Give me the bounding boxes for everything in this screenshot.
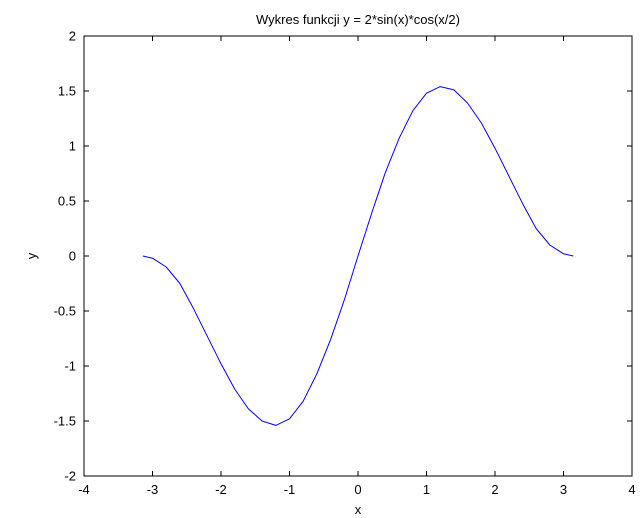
x-axis-title: x: [355, 502, 362, 517]
y-tick-label: 0.5: [58, 194, 76, 209]
x-tick-label: -2: [215, 482, 227, 497]
y-tick-label: 1.5: [58, 84, 76, 99]
x-tick-label: 4: [628, 482, 635, 497]
y-tick-label: -1: [64, 359, 76, 374]
x-tick-label: -4: [78, 482, 90, 497]
x-tick-label: 1: [423, 482, 430, 497]
y-tick-label: -0.5: [54, 304, 76, 319]
x-tick-label: 2: [491, 482, 498, 497]
x-tick-label: -1: [284, 482, 296, 497]
y-tick-label: 1: [69, 139, 76, 154]
y-axis-title: y: [24, 252, 39, 259]
x-tick-label: 0: [354, 482, 361, 497]
series-layer: [142, 86, 574, 426]
y-tick-label: -2: [64, 469, 76, 484]
x-axis: -4 -3 -2 -1 0 1 2 3 4: [78, 36, 636, 497]
series-line: [142, 86, 574, 426]
y-tick-label: -1.5: [54, 414, 76, 429]
x-tick-label: -3: [147, 482, 159, 497]
x-tick-label: 3: [560, 482, 567, 497]
chart-title: Wykres funkcji y = 2*sin(x)*cos(x/2): [256, 12, 460, 27]
y-tick-label: 0: [69, 249, 76, 264]
y-tick-label: 2: [69, 29, 76, 44]
y-axis: -2 -1.5 -1 -0.5 0 0.5 1 1.5 2: [54, 29, 632, 484]
